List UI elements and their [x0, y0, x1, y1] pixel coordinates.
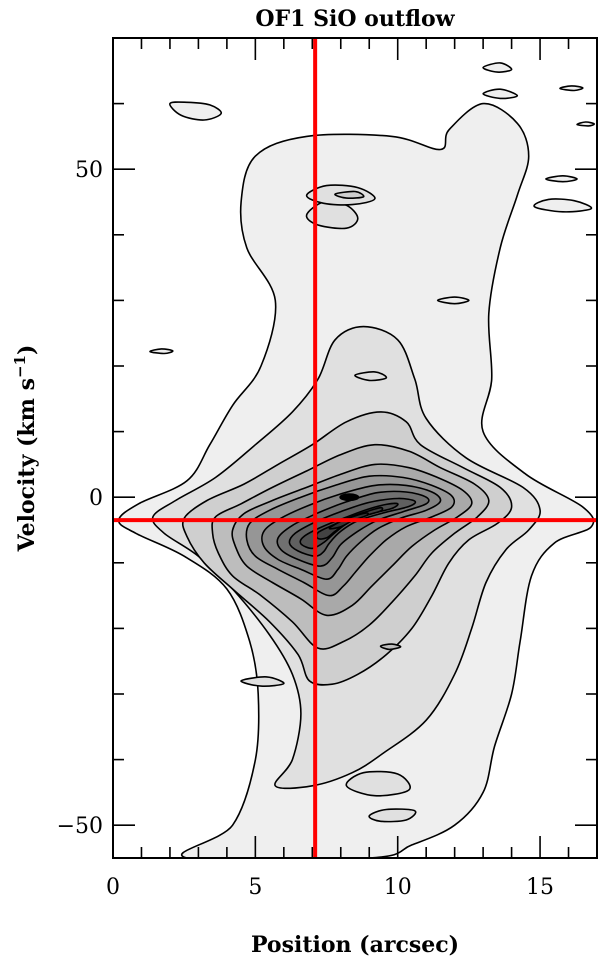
contour-level-1-19	[149, 348, 174, 355]
tick-labels: 0 5 10 15 −50 0 50	[57, 158, 554, 900]
contour-level-1-17	[533, 198, 593, 213]
contour-level-1-13	[482, 62, 513, 73]
contour-level-1-12	[169, 101, 223, 121]
x-tick-label: 5	[248, 875, 262, 900]
reference-lines	[113, 38, 597, 858]
x-tick-label: 0	[106, 875, 120, 900]
y-axis-title-superscript: −1	[11, 355, 29, 378]
contour-layer	[117, 62, 595, 858]
contour-level-1-18	[576, 121, 595, 127]
y-axis-title: Velocity (km s−1)	[11, 345, 40, 553]
chart-title: OF1 SiO outflow	[255, 6, 455, 32]
contour-level-1-14	[482, 88, 519, 100]
y-axis-title-main: Velocity (km s	[14, 378, 40, 552]
y-tick-label: 0	[89, 486, 103, 511]
emission-peak	[339, 493, 360, 502]
contour-level-3-23	[334, 190, 365, 200]
contour-level-2-27	[368, 808, 417, 823]
contour-level-2-25	[240, 676, 285, 687]
contour-level-2-26	[345, 770, 411, 797]
y-tick-label: −50	[57, 814, 103, 839]
y-tick-label: 50	[75, 158, 103, 183]
contour-level-1-16	[545, 175, 578, 183]
contour-level-11-10	[315, 506, 384, 540]
x-tick-label: 15	[526, 875, 554, 900]
x-axis-title: Position (arcsec)	[251, 932, 459, 958]
contour-level-1-15	[559, 85, 584, 92]
axis-ticks	[112, 38, 598, 858]
contour-level-2-24	[354, 371, 388, 382]
x-tick-label: 10	[384, 875, 412, 900]
contour-level-4-29	[379, 643, 402, 651]
plot-frame	[112, 37, 598, 859]
contour-level-1-20	[436, 296, 470, 305]
y-axis-title-close: )	[14, 345, 40, 355]
